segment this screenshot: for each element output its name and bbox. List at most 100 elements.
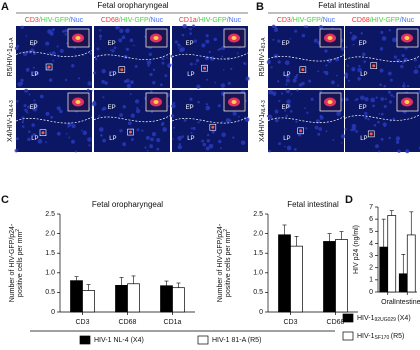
tissue-label: EP (186, 105, 194, 111)
tissue-border (15, 116, 93, 124)
cell-marker (118, 66, 126, 73)
nucleus (357, 77, 361, 81)
nucleus (33, 99, 36, 102)
nucleus (325, 73, 328, 76)
nucleus (145, 135, 150, 140)
nucleus (218, 47, 222, 51)
nucleus (121, 35, 126, 40)
nucleus (208, 50, 211, 54)
nucleus (389, 78, 393, 82)
nucleus (273, 27, 279, 33)
nucleus (388, 28, 391, 32)
bar (172, 287, 185, 313)
nucleus (245, 76, 250, 81)
nucleus (168, 65, 171, 68)
legend-suffix: (R5) (391, 333, 405, 340)
bar (406, 234, 416, 293)
legend-sub: SF170 (375, 335, 390, 341)
nucleus (136, 107, 139, 110)
nucleus (21, 116, 25, 120)
nucleus (32, 102, 38, 108)
nucleus (361, 52, 366, 57)
tissue-border (344, 55, 420, 62)
cell (299, 129, 303, 133)
nucleus (27, 105, 31, 109)
nucleus (392, 95, 395, 98)
nucleus (133, 44, 135, 47)
tissue-border (171, 52, 249, 60)
nucleus (400, 64, 404, 69)
nucleus (152, 68, 156, 72)
nucleus (323, 70, 326, 74)
stain-name: /HIV-GFP (197, 17, 227, 24)
cell-marker (209, 123, 217, 131)
nucleus (45, 41, 50, 46)
row-label-main: R5/HIV-1 (7, 48, 14, 77)
nucleus (206, 133, 210, 137)
nucleus (50, 115, 54, 119)
micrograph: EP LP (344, 89, 420, 154)
nucleus (110, 70, 113, 74)
nucleus (245, 100, 248, 103)
nucleus (156, 147, 160, 151)
nucleus (195, 58, 200, 63)
nucleus (171, 103, 176, 109)
nucleus (387, 71, 392, 76)
nucleus (284, 109, 287, 112)
nucleus (274, 109, 279, 114)
nucleus (395, 140, 400, 144)
nucleus (332, 139, 335, 141)
nucleus (274, 118, 279, 123)
nucleus (125, 47, 130, 52)
nucleus (194, 63, 197, 66)
y-tick-label: 1.5 (45, 250, 55, 257)
inset-cell-core (75, 100, 81, 104)
nucleus (65, 78, 68, 82)
nucleus (190, 131, 193, 134)
y-axis-label-text: HIV p24 (ng/ml) (353, 225, 360, 274)
nucleus (360, 95, 365, 101)
nucleus (177, 46, 180, 49)
panel-label: C (1, 194, 9, 206)
nucleus (284, 145, 286, 148)
nucleus (26, 111, 29, 114)
nucleus (149, 144, 154, 149)
nucleus (32, 51, 37, 56)
row-label-main: R5/HIV-1 (259, 48, 266, 77)
nucleus (206, 139, 211, 143)
nucleus (182, 24, 187, 29)
nucleus (148, 52, 153, 56)
cell (372, 64, 376, 68)
nucleus (301, 33, 306, 38)
x-tick-label: CD3 (75, 319, 89, 326)
nucleus (377, 120, 380, 124)
tissue-label: LP (109, 72, 116, 78)
stain-name: CD68 (352, 17, 370, 24)
nucleus (119, 129, 123, 133)
nucleus (122, 142, 127, 147)
nucleus (230, 67, 233, 71)
legend-label: HIV-1SF170 (R5) (357, 333, 404, 341)
nucleus (172, 101, 176, 105)
nucleus (284, 60, 290, 66)
nucleus (315, 119, 321, 124)
nucleus (222, 69, 225, 71)
legend-label: HIV-192UG029 (X4) (357, 315, 411, 323)
nucleus (189, 27, 192, 31)
stain-name: /HIV-GFP (370, 17, 400, 24)
nucleus (340, 142, 343, 144)
nucleus (363, 60, 367, 63)
nucleus (123, 79, 128, 84)
inset-cell-core (75, 36, 81, 40)
nucleus (88, 144, 91, 147)
tissue-border (267, 54, 345, 62)
nucleus (48, 78, 53, 82)
nucleus (317, 132, 321, 136)
cell-marker (201, 64, 208, 72)
nucleus (49, 52, 52, 55)
nucleus (91, 90, 93, 92)
nucleus (213, 37, 218, 42)
x-tick-label: CD68 (119, 319, 137, 326)
micrograph: EP LP (344, 26, 420, 88)
bar (160, 285, 173, 313)
